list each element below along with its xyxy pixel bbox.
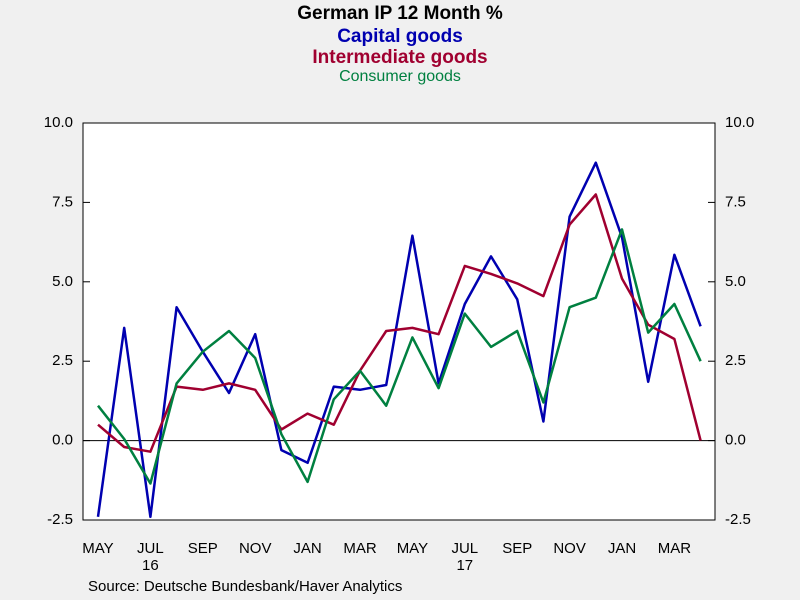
y-tick-label: 10.0 [44,114,73,131]
y2-tick-label: 5.0 [725,273,746,290]
x-tick-label: JUL [137,540,164,557]
y2-tick-label: 0.0 [725,432,746,449]
x-tick-label: SEP [188,540,218,557]
y-tick-label: 7.5 [52,193,73,210]
legend-entry: Intermediate goods [312,47,487,68]
series-line [96,161,702,519]
source: Source: Deutsche Bundesbank/Haver Analyt… [88,578,402,595]
x-tick-label: MAY [82,540,113,557]
x-tick-label: NOV [239,540,272,557]
x-tick-label: SEP [502,540,532,557]
y2-tick-label: 7.5 [725,193,746,210]
plot-area [83,123,715,520]
y-tick-label: 5.0 [52,273,73,290]
legend-entry: Capital goods [337,26,463,47]
x-tick-label: MAR [343,540,377,557]
y-tick-label: 2.5 [52,352,73,369]
y2-tick-label: 2.5 [725,352,746,369]
x-year-label: 17 [456,557,473,574]
x-tick-label: MAR [658,540,692,557]
series-line [97,228,702,485]
y2-tick-label: -2.5 [725,511,751,528]
series-line [97,193,702,453]
legend-entry: Consumer goods [339,68,461,85]
x-tick-label: JAN [608,540,636,557]
x-tick-label: JUL [451,540,478,557]
y-tick-label: -2.5 [47,511,73,528]
plot-border [82,122,716,521]
x-year-label: 16 [142,557,159,574]
y-tick-label: 0.0 [52,432,73,449]
y2-tick-label: 10.0 [725,114,754,131]
x-tick-label: MAY [397,540,428,557]
x-tick-label: NOV [553,540,586,557]
chart-title: German IP 12 Month % [297,3,503,24]
x-tick-label: JAN [293,540,321,557]
